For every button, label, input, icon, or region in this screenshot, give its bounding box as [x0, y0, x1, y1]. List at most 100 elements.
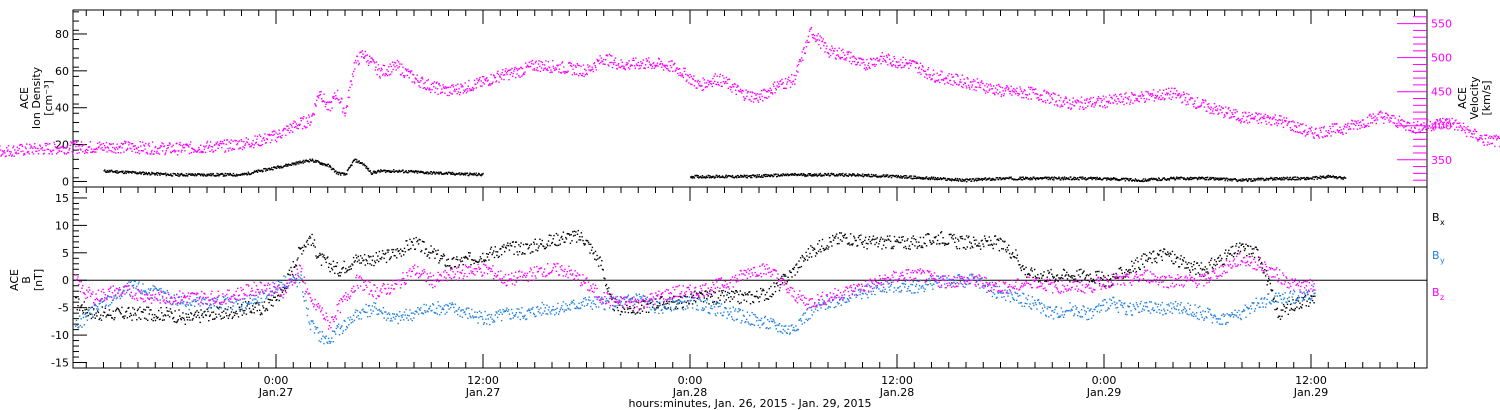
- velocity-point-top: [612, 62, 614, 64]
- velocity-point-top: [796, 65, 798, 67]
- velocity-point-top: [1102, 106, 1104, 108]
- velocity-point-top: [539, 70, 542, 73]
- velocity-point-top: [714, 73, 716, 75]
- density-point-top: [127, 170, 129, 173]
- velocity-point-top: [1218, 105, 1221, 107]
- velocity-point-top: [363, 57, 365, 59]
- density-point-top: [124, 171, 126, 174]
- velocity-point-top: [637, 61, 639, 64]
- velocity-point-top: [54, 143, 56, 146]
- velocity-point-top: [832, 52, 834, 55]
- velocity-point-top: [59, 147, 61, 149]
- velocity-point-top: [297, 128, 299, 130]
- velocity-point-top: [499, 75, 501, 77]
- velocity-point-top: [569, 64, 572, 67]
- velocity-point-top: [350, 80, 352, 82]
- velocity-point-top: [776, 85, 778, 87]
- velocity-point-top: [1150, 93, 1152, 95]
- velocity-point-top: [890, 64, 893, 66]
- velocity-point-top: [1379, 111, 1381, 113]
- velocity-point-top: [1454, 128, 1456, 131]
- velocity-point-top: [30, 145, 32, 147]
- velocity-point-top: [719, 75, 721, 78]
- velocity-point-top: [1202, 99, 1204, 102]
- velocity-point-top: [459, 91, 461, 94]
- velocity-point-top: [973, 89, 975, 91]
- velocity-point-top: [1310, 130, 1312, 132]
- velocity-point-top: [81, 145, 83, 147]
- velocity-point-top: [463, 90, 466, 92]
- velocity-point-top: [1370, 122, 1372, 124]
- velocity-point-top: [211, 146, 214, 148]
- velocity-point-top: [610, 61, 612, 64]
- velocity-point-top: [563, 66, 565, 68]
- velocity-point-top: [814, 38, 816, 40]
- velocity-point-top: [1251, 113, 1253, 115]
- velocity-point-top: [1260, 113, 1262, 115]
- velocity-point-top: [1194, 100, 1196, 102]
- velocity-point-top: [65, 153, 68, 155]
- velocity-point-top: [511, 67, 513, 70]
- velocity-point-top: [214, 144, 216, 146]
- velocity-point-top: [452, 84, 454, 86]
- velocity-point-top: [994, 94, 996, 96]
- velocity-point-top: [1383, 122, 1385, 124]
- velocity-point-top: [1233, 109, 1235, 111]
- velocity-point-top: [1064, 98, 1066, 100]
- velocity-point-top: [285, 125, 288, 127]
- velocity-point-top: [151, 149, 153, 152]
- velocity-point-top: [1417, 120, 1419, 123]
- velocity-point-top: [271, 139, 273, 141]
- velocity-point-top: [901, 66, 903, 69]
- velocity-point-top: [1060, 96, 1062, 99]
- velocity-point-top: [515, 67, 518, 70]
- velocity-point-top: [516, 73, 518, 75]
- velocity-point-top: [940, 79, 943, 81]
- velocity-point-top: [1157, 98, 1160, 100]
- density-point-top: [155, 173, 157, 175]
- velocity-point-top: [1101, 99, 1103, 101]
- velocity-point-top: [279, 135, 282, 138]
- velocity-point-top: [957, 84, 960, 86]
- velocity-point-top: [1300, 132, 1302, 134]
- density-point-top: [109, 171, 111, 173]
- velocity-point-top: [650, 64, 652, 66]
- velocity-point-top: [881, 52, 883, 54]
- velocity-point-top: [1085, 107, 1087, 109]
- velocity-point-top: [996, 89, 999, 91]
- velocity-point-top: [733, 86, 735, 88]
- velocity-point-top: [1361, 126, 1363, 128]
- velocity-point-top: [939, 81, 941, 84]
- velocity-point-top: [840, 49, 843, 52]
- velocity-point-top: [1129, 103, 1131, 105]
- velocity-point-top: [7, 149, 9, 151]
- velocity-point-top: [572, 64, 575, 66]
- velocity-point-top: [622, 67, 625, 70]
- velocity-point-top: [1338, 130, 1340, 132]
- velocity-point-top: [395, 69, 397, 71]
- velocity-point-top: [1402, 120, 1404, 122]
- velocity-point-top: [29, 143, 31, 146]
- density-point-top: [177, 175, 179, 177]
- velocity-point-top: [1206, 110, 1208, 112]
- velocity-point-top: [561, 61, 564, 63]
- velocity-point-top: [181, 145, 184, 147]
- velocity-point-top: [1232, 113, 1234, 115]
- velocity-point-top: [46, 148, 48, 150]
- velocity-point-top: [1472, 136, 1474, 139]
- velocity-point-top: [210, 145, 212, 148]
- velocity-point-top: [1400, 123, 1403, 125]
- velocity-point-top: [651, 65, 654, 68]
- velocity-point-top: [184, 150, 186, 152]
- velocity-point-top: [502, 74, 505, 76]
- density-point-top: [136, 173, 138, 175]
- velocity-point-top: [874, 65, 876, 67]
- velocity-point-top: [476, 78, 478, 80]
- velocity-point-top: [1028, 93, 1031, 95]
- velocity-point-top: [1313, 137, 1315, 139]
- velocity-point-top: [300, 117, 302, 119]
- velocity-point-top: [5, 155, 7, 157]
- velocity-point-top: [970, 81, 972, 83]
- velocity-point-top: [1014, 93, 1017, 95]
- velocity-point-top: [1093, 106, 1095, 108]
